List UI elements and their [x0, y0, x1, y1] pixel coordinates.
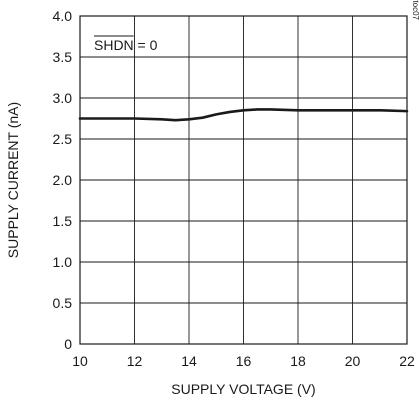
grid: [80, 16, 407, 344]
y-tick-label: 2.0: [53, 172, 73, 188]
series-layer: [78, 108, 409, 122]
x-tick-label: 10: [72, 353, 88, 369]
y-tick-label: 0.5: [53, 295, 73, 311]
plot-frame: [79, 15, 408, 345]
y-tick-label: 2.5: [53, 131, 73, 147]
y-axis-title: SUPPLY CURRENT (nA): [5, 102, 21, 258]
y-tick-label: 1.5: [53, 213, 73, 229]
x-tick-label: 16: [236, 353, 252, 369]
annotation: SHDN = 0: [94, 35, 158, 53]
series-line-0: [78, 108, 409, 122]
y-tick-label: 3.5: [53, 49, 73, 65]
x-tick-label: 18: [290, 353, 306, 369]
y-tick-label: 1.0: [53, 254, 73, 270]
x-tick-label: 14: [181, 353, 197, 369]
side-label: MAX9709 toc07: [411, 0, 419, 21]
y-tick-label: 3.0: [53, 90, 73, 106]
annotation-text: SHDN = 0: [94, 37, 158, 53]
x-tick-label: 12: [127, 353, 143, 369]
x-axis-title: SUPPLY VOLTAGE (V): [171, 381, 315, 397]
y-tick-label: 0: [64, 336, 72, 352]
y-tick-labels: 0 0.5 1.0 1.5 2.0 2.5 3.0 3.5 4.0: [53, 8, 73, 352]
x-tick-label: 22: [399, 353, 415, 369]
x-tick-label: 20: [345, 353, 361, 369]
x-tick-labels: 10 12 14 16 18 20 22: [72, 353, 415, 369]
y-tick-label: 4.0: [53, 8, 73, 24]
